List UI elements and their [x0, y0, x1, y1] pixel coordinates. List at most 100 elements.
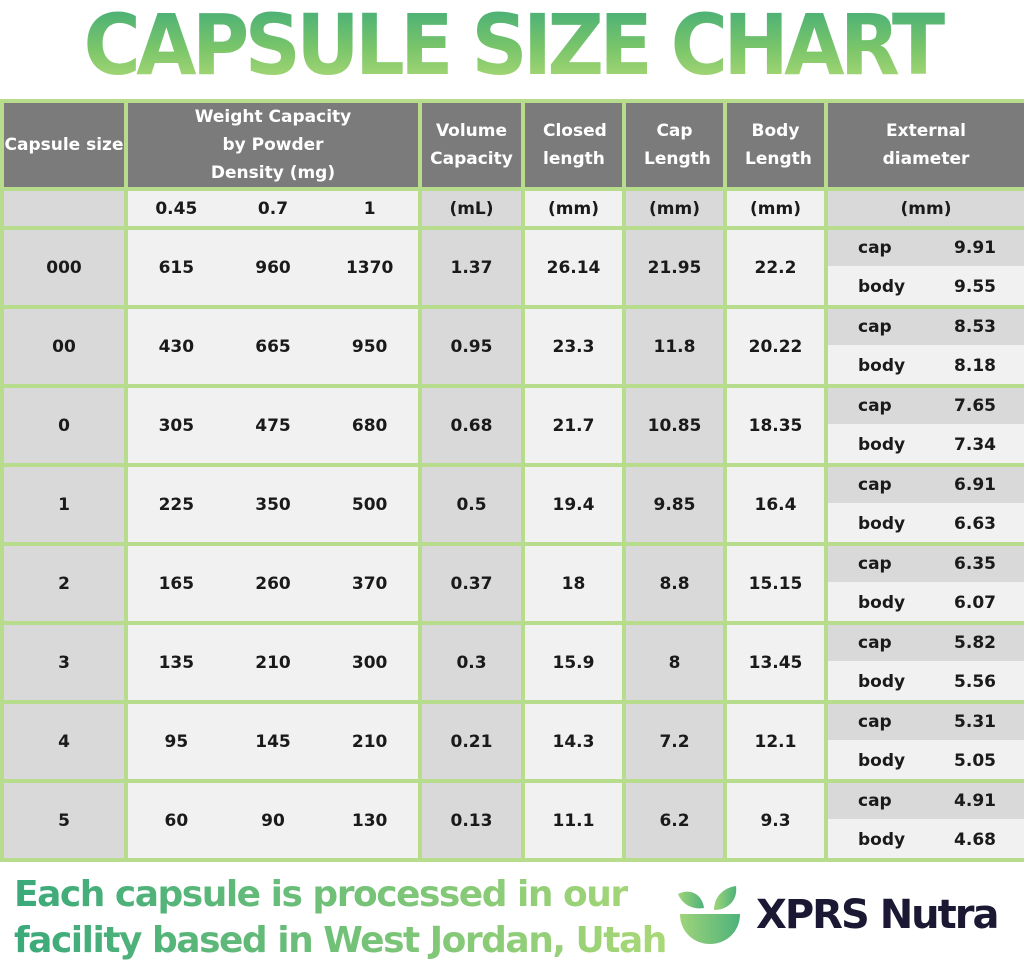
cell-closed-length: 19.4 — [525, 467, 622, 542]
units-row: 0.45 0.7 1 (mL) (mm) (mm) (mm) (mm) — [4, 191, 1024, 226]
cell-weight-density-2: 210 — [351, 731, 388, 752]
ext-cap-label: cap — [858, 711, 892, 732]
cell-weight-capacity: 165 260 370 — [128, 546, 418, 621]
header-body-length: Body Length — [727, 103, 824, 187]
ext-cap-value: 9.91 — [954, 237, 996, 258]
cell-capsule-size: 000 — [4, 230, 124, 305]
cell-body-length: 18.35 — [727, 388, 824, 463]
cell-weight-density-2: 300 — [351, 652, 388, 673]
header-capsule-size: Capsule size — [4, 103, 124, 187]
ext-body-row: body 7.34 — [828, 427, 1024, 463]
cell-closed-length: 14.3 — [525, 704, 622, 779]
cell-body-length: 22.2 — [727, 230, 824, 305]
ext-cap-row: cap 6.91 — [828, 467, 1024, 507]
brand-name: XPRS Nutra — [756, 892, 999, 938]
cell-capsule-size: 3 — [4, 625, 124, 700]
cell-weight-capacity: 60 90 130 — [128, 783, 418, 858]
cell-capsule-size: 1 — [4, 467, 124, 542]
cell-external-diameter: cap 5.31 body 5.05 — [828, 704, 1024, 779]
table-row: 000 615 960 1370 1.37 26.14 21.95 22.2 cap 9.91 bo… — [4, 230, 1024, 305]
cell-cap-length: 8.8 — [626, 546, 723, 621]
ext-cap-label: cap — [858, 632, 892, 653]
units-volume: (mL) — [422, 191, 521, 226]
cell-weight-density-0: 165 — [158, 573, 195, 594]
cell-weight-density-0: 135 — [158, 652, 195, 673]
table-row: 4 95 145 210 0.21 14.3 7.2 12.1 cap 5.31 body 5.05 — [4, 704, 1024, 779]
cell-closed-length: 26.14 — [525, 230, 622, 305]
ext-body-row: body 4.68 — [828, 822, 1024, 858]
ext-cap-label: cap — [858, 553, 892, 574]
units-closed: (mm) — [525, 191, 622, 226]
ext-cap-row: cap 7.65 — [828, 388, 1024, 428]
ext-cap-value: 6.91 — [954, 474, 996, 495]
ext-cap-row: cap 9.91 — [828, 230, 1024, 270]
cell-volume: 0.37 — [422, 546, 521, 621]
cell-body-length: 13.45 — [727, 625, 824, 700]
units-cap: (mm) — [626, 191, 723, 226]
cell-weight-density-1: 210 — [255, 652, 291, 673]
leaf-bowl-icon — [678, 886, 740, 944]
cell-weight-density-2: 500 — [351, 494, 388, 515]
cell-cap-length: 9.85 — [626, 467, 723, 542]
ext-body-value: 5.05 — [954, 751, 996, 772]
cell-weight-density-2: 1370 — [345, 257, 394, 278]
table-row: 0 305 475 680 0.68 21.7 10.85 18.35 cap 7.65 body 7… — [4, 388, 1024, 463]
ext-body-label: body — [858, 830, 906, 851]
cell-weight-density-0: 615 — [158, 257, 195, 278]
cell-weight-capacity: 615 960 1370 — [128, 230, 418, 305]
ext-body-value: 7.34 — [954, 435, 996, 456]
cell-body-length: 15.15 — [727, 546, 824, 621]
cell-closed-length: 15.9 — [525, 625, 622, 700]
cell-volume: 0.13 — [422, 783, 521, 858]
ext-cap-value: 5.82 — [954, 632, 996, 653]
cell-weight-density-2: 680 — [351, 415, 388, 436]
ext-body-label: body — [858, 672, 906, 693]
ext-cap-row: cap 4.91 — [828, 783, 1024, 823]
ext-cap-label: cap — [858, 237, 892, 258]
header-weight-capacity: Weight Capacity by Powder Density (mg) — [128, 103, 418, 187]
capsule-size-table: Capsule size Weight Capacity by Powder D… — [0, 99, 1024, 862]
cell-weight-density-2: 950 — [351, 336, 388, 357]
cell-closed-length: 11.1 — [525, 783, 622, 858]
ext-cap-label: cap — [858, 474, 892, 495]
cell-weight-density-0: 60 — [164, 810, 189, 831]
ext-cap-row: cap 5.31 — [828, 704, 1024, 744]
ext-cap-row: cap 6.35 — [828, 546, 1024, 586]
cell-cap-length: 6.2 — [626, 783, 723, 858]
cell-weight-density-1: 260 — [255, 573, 291, 594]
ext-body-label: body — [858, 435, 906, 456]
ext-body-value: 4.68 — [954, 830, 996, 851]
units-external: (mm) — [828, 191, 1024, 226]
cell-body-length: 9.3 — [727, 783, 824, 858]
ext-cap-value: 8.53 — [954, 316, 996, 337]
header-external-diameter: External diameter — [828, 103, 1024, 187]
cell-closed-length: 21.7 — [525, 388, 622, 463]
ext-cap-label: cap — [858, 316, 892, 337]
cell-weight-density-2: 130 — [351, 810, 388, 831]
cell-volume: 0.95 — [422, 309, 521, 384]
ext-body-row: body 6.63 — [828, 506, 1024, 542]
ext-body-row: body 5.05 — [828, 743, 1024, 779]
cell-weight-capacity: 305 475 680 — [128, 388, 418, 463]
units-body: (mm) — [727, 191, 824, 226]
brand-logo: XPRS Nutra — [676, 884, 999, 946]
cell-weight-capacity: 225 350 500 — [128, 467, 418, 542]
ext-cap-label: cap — [858, 395, 892, 416]
cell-external-diameter: cap 9.91 body 9.55 — [828, 230, 1024, 305]
cell-cap-length: 10.85 — [626, 388, 723, 463]
table-row: 00 430 665 950 0.95 23.3 11.8 20.22 cap 8.53 body 8… — [4, 309, 1024, 384]
cell-weight-density-1: 145 — [255, 731, 291, 752]
cell-weight-density-2: 370 — [351, 573, 388, 594]
cell-volume: 0.5 — [422, 467, 521, 542]
units-densities: 0.45 0.7 1 — [128, 191, 418, 226]
table-row: 2 165 260 370 0.37 18 8.8 15.15 cap 6.35 body 6.07 — [4, 546, 1024, 621]
cell-capsule-size: 00 — [4, 309, 124, 384]
ext-body-row: body 9.55 — [828, 269, 1024, 305]
ext-cap-value: 6.35 — [954, 553, 996, 574]
density-1: 0.7 — [257, 198, 289, 219]
cell-body-length: 20.22 — [727, 309, 824, 384]
cell-cap-length: 11.8 — [626, 309, 723, 384]
cell-volume: 0.68 — [422, 388, 521, 463]
cell-body-length: 16.4 — [727, 467, 824, 542]
ext-cap-value: 7.65 — [954, 395, 996, 416]
